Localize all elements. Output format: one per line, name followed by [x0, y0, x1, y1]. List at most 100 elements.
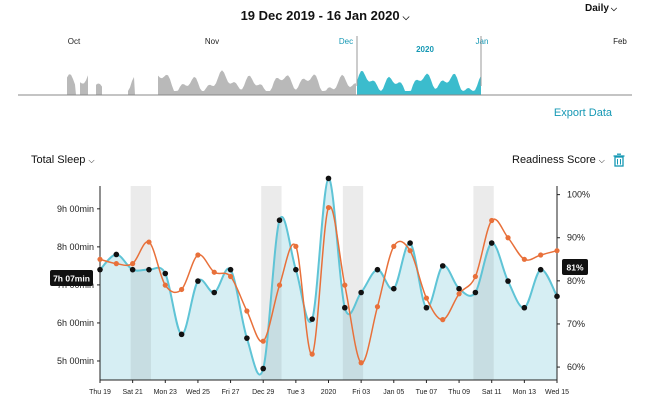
left-value-callout: 7h 07min [50, 270, 93, 286]
chevron-down-icon: ⌵ [610, 4, 617, 13]
readiness-point[interactable] [227, 273, 234, 280]
sleep-point[interactable] [97, 266, 103, 273]
overview-inactive-area [67, 70, 356, 95]
readiness-point[interactable] [244, 308, 250, 314]
trash-icon[interactable] [612, 153, 626, 167]
right-metric-selector[interactable]: Readiness Score ⌵ [512, 154, 605, 166]
sleep-point[interactable] [488, 240, 495, 246]
right-tick-label: 80% [567, 276, 585, 286]
sleep-area-fill [100, 178, 557, 380]
right-tick-label: 100% [567, 190, 590, 200]
sleep-point[interactable] [439, 263, 446, 269]
readiness-point[interactable] [276, 282, 283, 288]
sleep-point[interactable] [554, 293, 560, 300]
sleep-point[interactable] [293, 266, 299, 273]
x-tick-label: Wed 25 [186, 389, 210, 396]
readiness-point[interactable] [489, 217, 495, 224]
readiness-point[interactable] [260, 338, 266, 344]
x-tick-label: Thu 19 [89, 389, 111, 396]
readiness-point[interactable] [554, 248, 560, 254]
x-tick-label: Tue 3 [287, 389, 305, 396]
readiness-point[interactable] [342, 282, 348, 288]
readiness-point[interactable] [97, 256, 103, 262]
readiness-point[interactable] [521, 256, 527, 262]
sleep-point[interactable] [227, 266, 234, 273]
x-tick-label: Mon 13 [513, 389, 536, 396]
left-metric-selector[interactable]: Total Sleep ⌵ [31, 154, 95, 166]
readiness-point[interactable] [130, 261, 136, 267]
sleep-point[interactable] [521, 304, 528, 311]
sleep-point[interactable] [113, 251, 120, 258]
right-callout-label: 81% [566, 263, 583, 273]
period-label: Daily [585, 3, 609, 14]
readiness-point[interactable] [325, 204, 332, 211]
sleep-point[interactable] [195, 278, 201, 284]
left-tick-label: 9h 00min [57, 204, 94, 214]
chevron-down-icon: ⌵ [402, 12, 410, 22]
readiness-point[interactable] [407, 248, 413, 254]
sleep-point[interactable] [211, 289, 218, 296]
readiness-point[interactable] [423, 295, 430, 301]
year-marker: 2020 [416, 45, 434, 54]
readiness-point[interactable] [440, 317, 446, 323]
sleep-point[interactable] [129, 266, 136, 273]
left-callout-label: 7h 07min [53, 274, 90, 284]
chevron-down-icon: ⌵ [88, 156, 95, 165]
x-tick-label: 2020 [321, 389, 337, 396]
right-tick-label: 60% [567, 362, 585, 372]
right-tick-label: 70% [567, 319, 585, 329]
sleep-point[interactable] [358, 289, 364, 296]
chevron-down-icon: ⌵ [598, 156, 605, 165]
sleep-point[interactable] [374, 266, 381, 273]
sleep-point[interactable] [260, 365, 267, 372]
period-selector[interactable]: Daily ⌵ [585, 3, 617, 14]
x-tick-label: Jan 05 [383, 389, 404, 396]
readiness-point[interactable] [538, 252, 544, 258]
sleep-point[interactable] [244, 335, 250, 341]
readiness-point[interactable] [358, 360, 364, 366]
readiness-point[interactable] [391, 243, 397, 249]
sleep-point[interactable] [505, 278, 511, 284]
readiness-point[interactable] [195, 252, 201, 258]
sleep-point[interactable] [407, 240, 413, 246]
sleep-point[interactable] [423, 304, 430, 311]
month-label-jan: Jan [476, 37, 489, 46]
left-tick-label: 8h 00min [57, 242, 94, 252]
overview-timeline[interactable]: Oct Nov Dec Jan Feb 2020 [0, 30, 650, 130]
sleep-point[interactable] [342, 304, 348, 311]
readiness-point[interactable] [309, 351, 315, 357]
date-range-selector[interactable]: 19 Dec 2019 - 16 Jan 2020 ⌵ [0, 8, 650, 23]
export-data-link[interactable]: Export Data [553, 107, 612, 119]
readiness-point[interactable] [162, 282, 168, 288]
readiness-point[interactable] [505, 235, 511, 241]
right-tick-label: 90% [567, 233, 585, 243]
sleep-point[interactable] [146, 266, 152, 273]
sleep-point[interactable] [178, 331, 185, 338]
overview-selected-area [357, 71, 481, 95]
month-label-nov: Nov [205, 37, 219, 46]
x-tick-label: Fri 03 [352, 389, 370, 396]
sleep-point[interactable] [456, 285, 462, 292]
sleep-point[interactable] [537, 266, 544, 273]
month-label-dec: Dec [339, 37, 353, 46]
sleep-point[interactable] [325, 175, 332, 182]
sleep-point[interactable] [309, 316, 315, 322]
sleep-point[interactable] [162, 270, 169, 277]
x-tick-label: Dec 29 [252, 389, 274, 396]
sleep-point[interactable] [390, 285, 397, 292]
x-tick-label: Thu 09 [448, 389, 470, 396]
readiness-point[interactable] [146, 239, 152, 245]
readiness-point[interactable] [293, 243, 299, 249]
readiness-point[interactable] [179, 286, 185, 293]
x-tick-label: Mon 23 [154, 389, 177, 396]
readiness-point[interactable] [472, 273, 478, 280]
readiness-point[interactable] [374, 304, 381, 310]
sleep-point[interactable] [276, 217, 283, 224]
sleep-point[interactable] [472, 289, 479, 296]
date-range-label: 19 Dec 2019 - 16 Jan 2020 [240, 8, 400, 23]
readiness-point[interactable] [113, 261, 119, 267]
readiness-point[interactable] [211, 269, 217, 275]
left-tick-label: 6h 00min [57, 318, 94, 328]
readiness-point[interactable] [456, 291, 462, 297]
